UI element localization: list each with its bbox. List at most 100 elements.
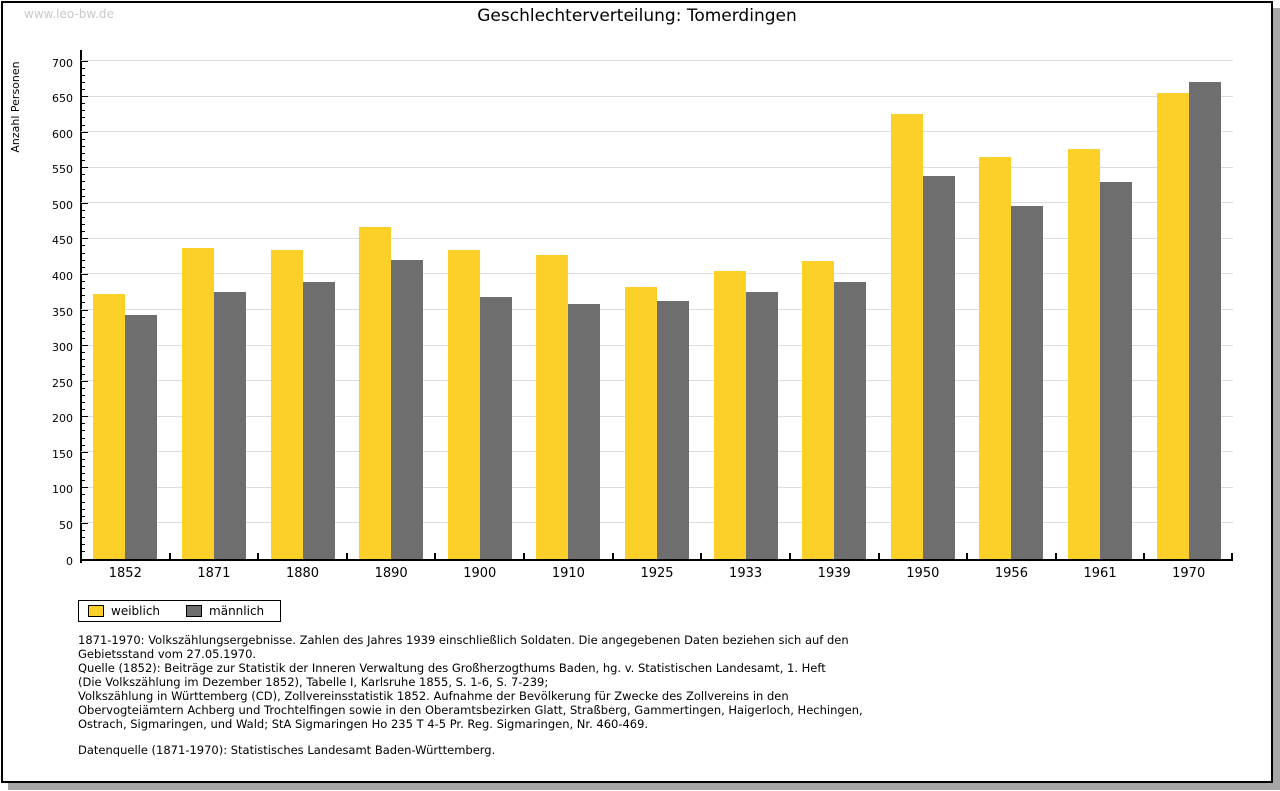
gridline-700 — [81, 60, 1233, 61]
gridline-650 — [81, 95, 1233, 97]
bar-weiblich-1880 — [270, 250, 303, 559]
watermark: www.leo-bw.de — [24, 7, 114, 21]
y-tick-520 — [81, 188, 85, 190]
gridline-400 — [81, 273, 1233, 275]
legend-swatch-weiblich — [88, 605, 104, 617]
x-axis-label-1961: 1961 — [1083, 566, 1117, 581]
y-tick-540 — [81, 174, 85, 176]
y-tick-210 — [81, 409, 85, 411]
x-axis-label-1910: 1910 — [551, 566, 585, 581]
y-axis-label-350: 350 — [52, 305, 73, 319]
x-boundary-tick — [788, 553, 791, 559]
x-boundary-tick — [611, 553, 614, 559]
y-tick-680 — [81, 74, 85, 76]
y-tick-620 — [81, 117, 85, 119]
y-axis-labels: 0 50 100 150 200 250 300 350 400 450 500 550 600 650 7… — [3, 57, 73, 568]
x-boundary-tick — [966, 553, 969, 559]
y-tick-360 — [81, 302, 85, 304]
bar-männlich-1933 — [745, 292, 778, 559]
y-tick-280 — [81, 359, 85, 361]
data-source-line: Datenquelle (1871-1970): Statistisches L… — [78, 743, 496, 757]
y-tick-250 — [81, 380, 88, 382]
legend-swatch-männlich — [186, 605, 203, 617]
y-tick-550 — [81, 167, 88, 169]
bar-männlich-1852 — [125, 315, 158, 559]
y-tick-490 — [81, 209, 85, 211]
y-tick-590 — [81, 138, 85, 140]
y-tick-390 — [81, 281, 85, 283]
x-boundary-tick — [1143, 553, 1146, 559]
bar-männlich-1910 — [568, 304, 601, 559]
footnote-line-6: Obervogteiämtern Achberg und Trochtelfin… — [78, 703, 863, 717]
x-axis-label-1852: 1852 — [108, 566, 142, 581]
bar-männlich-1925 — [657, 301, 689, 559]
footnote-line-1: 1871-1970: Volkszählungsergebnisse. Zahl… — [78, 633, 849, 647]
y-axis-label-650: 650 — [52, 92, 73, 106]
legend-item-männlich: männlich — [186, 604, 264, 618]
y-axis-label-550: 550 — [52, 163, 73, 177]
y-tick-260 — [81, 373, 85, 375]
y-tick-670 — [81, 81, 85, 83]
bar-männlich-1880 — [302, 282, 335, 559]
y-tick-600 — [81, 131, 88, 133]
y-axis-label-200: 200 — [52, 412, 73, 426]
y-tick-340 — [81, 316, 85, 318]
y-tick-370 — [81, 295, 85, 297]
y-tick-530 — [81, 181, 85, 183]
x-axis-label-1970: 1970 — [1172, 566, 1206, 581]
y-tick-160 — [81, 444, 85, 446]
y-tick-40 — [81, 530, 85, 532]
bar-männlich-1956 — [1011, 206, 1044, 559]
y-tick-30 — [81, 537, 85, 539]
y-axis-label-250: 250 — [52, 376, 73, 390]
y-tick-650 — [81, 96, 88, 98]
bar-weiblich-1961 — [1068, 149, 1101, 559]
plot-area — [81, 60, 1233, 561]
legend-label-weiblich: weiblich — [111, 604, 161, 618]
bar-männlich-1950 — [922, 176, 955, 559]
gridline-600 — [81, 131, 1233, 133]
y-tick-120 — [81, 473, 85, 475]
x-boundary-tick — [877, 553, 880, 559]
y-tick-110 — [81, 480, 85, 482]
y-tick-640 — [81, 103, 85, 105]
y-axis-label-500: 500 — [52, 198, 73, 212]
x-boundary-tick — [523, 553, 526, 559]
footnote-line-5: Volkszählung in Württemberg (CD), Zollve… — [78, 689, 789, 703]
bar-männlich-1970 — [1188, 82, 1221, 559]
y-tick-290 — [81, 352, 85, 354]
x-axis-labels: 1852 1871 1880 1890 1900 1910 1925 1933 1939 1950… — [81, 566, 1233, 582]
y-tick-460 — [81, 231, 85, 233]
y-tick-690 — [81, 67, 85, 69]
y-tick-630 — [81, 110, 85, 112]
y-tick-700 — [81, 60, 88, 62]
legend-item-weiblich: weiblich — [88, 604, 160, 618]
y-tick-240 — [81, 387, 85, 389]
y-axis-label-700: 700 — [52, 56, 73, 70]
y-tick-200 — [81, 416, 88, 418]
bar-weiblich-1871 — [181, 248, 214, 559]
y-tick-20 — [81, 544, 85, 546]
bar-männlich-1900 — [479, 297, 512, 559]
y-tick-10 — [81, 551, 85, 553]
bar-männlich-1939 — [834, 282, 867, 559]
x-boundary-tick — [345, 553, 348, 559]
y-tick-560 — [81, 160, 85, 162]
y-tick-330 — [81, 323, 85, 325]
bar-weiblich-1852 — [93, 294, 126, 559]
y-tick-270 — [81, 366, 85, 368]
bar-weiblich-1933 — [713, 271, 746, 559]
y-tick-500 — [81, 202, 88, 204]
bar-weiblich-1956 — [979, 157, 1012, 559]
y-axis-line — [80, 50, 82, 563]
y-axis-label-450: 450 — [52, 234, 73, 248]
x-axis-label-1925: 1925 — [640, 566, 674, 581]
y-tick-350 — [81, 309, 88, 311]
y-tick-300 — [81, 345, 88, 347]
y-tick-380 — [81, 288, 85, 290]
y-axis-label-0: 0 — [66, 554, 73, 568]
x-boundary-tick — [168, 553, 171, 559]
y-axis-label-400: 400 — [52, 269, 73, 283]
y-axis-label-600: 600 — [52, 127, 73, 141]
